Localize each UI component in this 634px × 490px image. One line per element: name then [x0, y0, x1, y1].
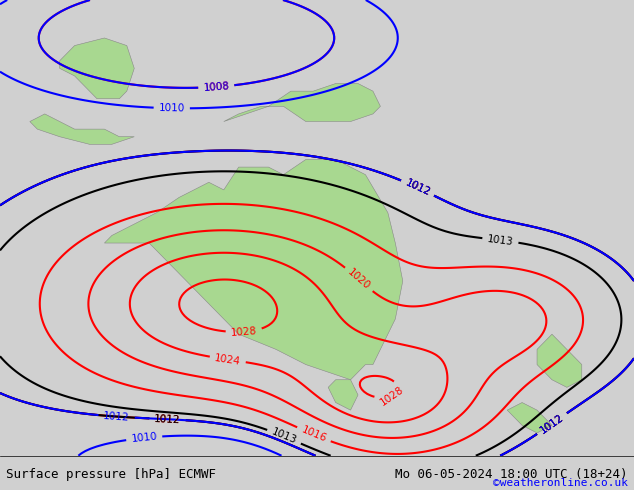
Text: Surface pressure [hPa] ECMWF: Surface pressure [hPa] ECMWF: [6, 467, 216, 481]
Text: 1020: 1020: [346, 267, 372, 292]
Polygon shape: [507, 402, 552, 433]
Text: 1012: 1012: [404, 178, 432, 198]
Text: 1013: 1013: [487, 234, 514, 247]
Polygon shape: [60, 38, 134, 99]
Text: 1028: 1028: [378, 384, 406, 407]
Text: 1012: 1012: [404, 178, 432, 198]
Text: 1016: 1016: [300, 425, 328, 444]
Text: 1028: 1028: [230, 326, 257, 338]
Polygon shape: [105, 160, 403, 380]
Text: ©weatheronline.co.uk: ©weatheronline.co.uk: [493, 478, 628, 488]
Text: 1008: 1008: [203, 81, 230, 93]
Text: 1012: 1012: [404, 178, 432, 198]
Text: 1012: 1012: [154, 414, 181, 425]
Text: Mo 06-05-2024 18:00 UTC (18+24): Mo 06-05-2024 18:00 UTC (18+24): [395, 467, 628, 481]
Text: 1013: 1013: [270, 427, 298, 446]
Text: 1012: 1012: [538, 412, 566, 435]
Text: 1012: 1012: [103, 411, 130, 422]
Text: 1010: 1010: [131, 432, 158, 444]
Text: 1008: 1008: [203, 81, 230, 93]
Text: 1012: 1012: [538, 412, 566, 435]
Polygon shape: [224, 83, 380, 122]
Text: 1012: 1012: [154, 414, 181, 425]
Text: 1012: 1012: [538, 412, 566, 435]
Text: 1010: 1010: [158, 103, 185, 114]
Polygon shape: [30, 114, 134, 144]
Polygon shape: [537, 334, 582, 387]
Text: 1024: 1024: [214, 353, 242, 367]
Polygon shape: [328, 380, 358, 410]
